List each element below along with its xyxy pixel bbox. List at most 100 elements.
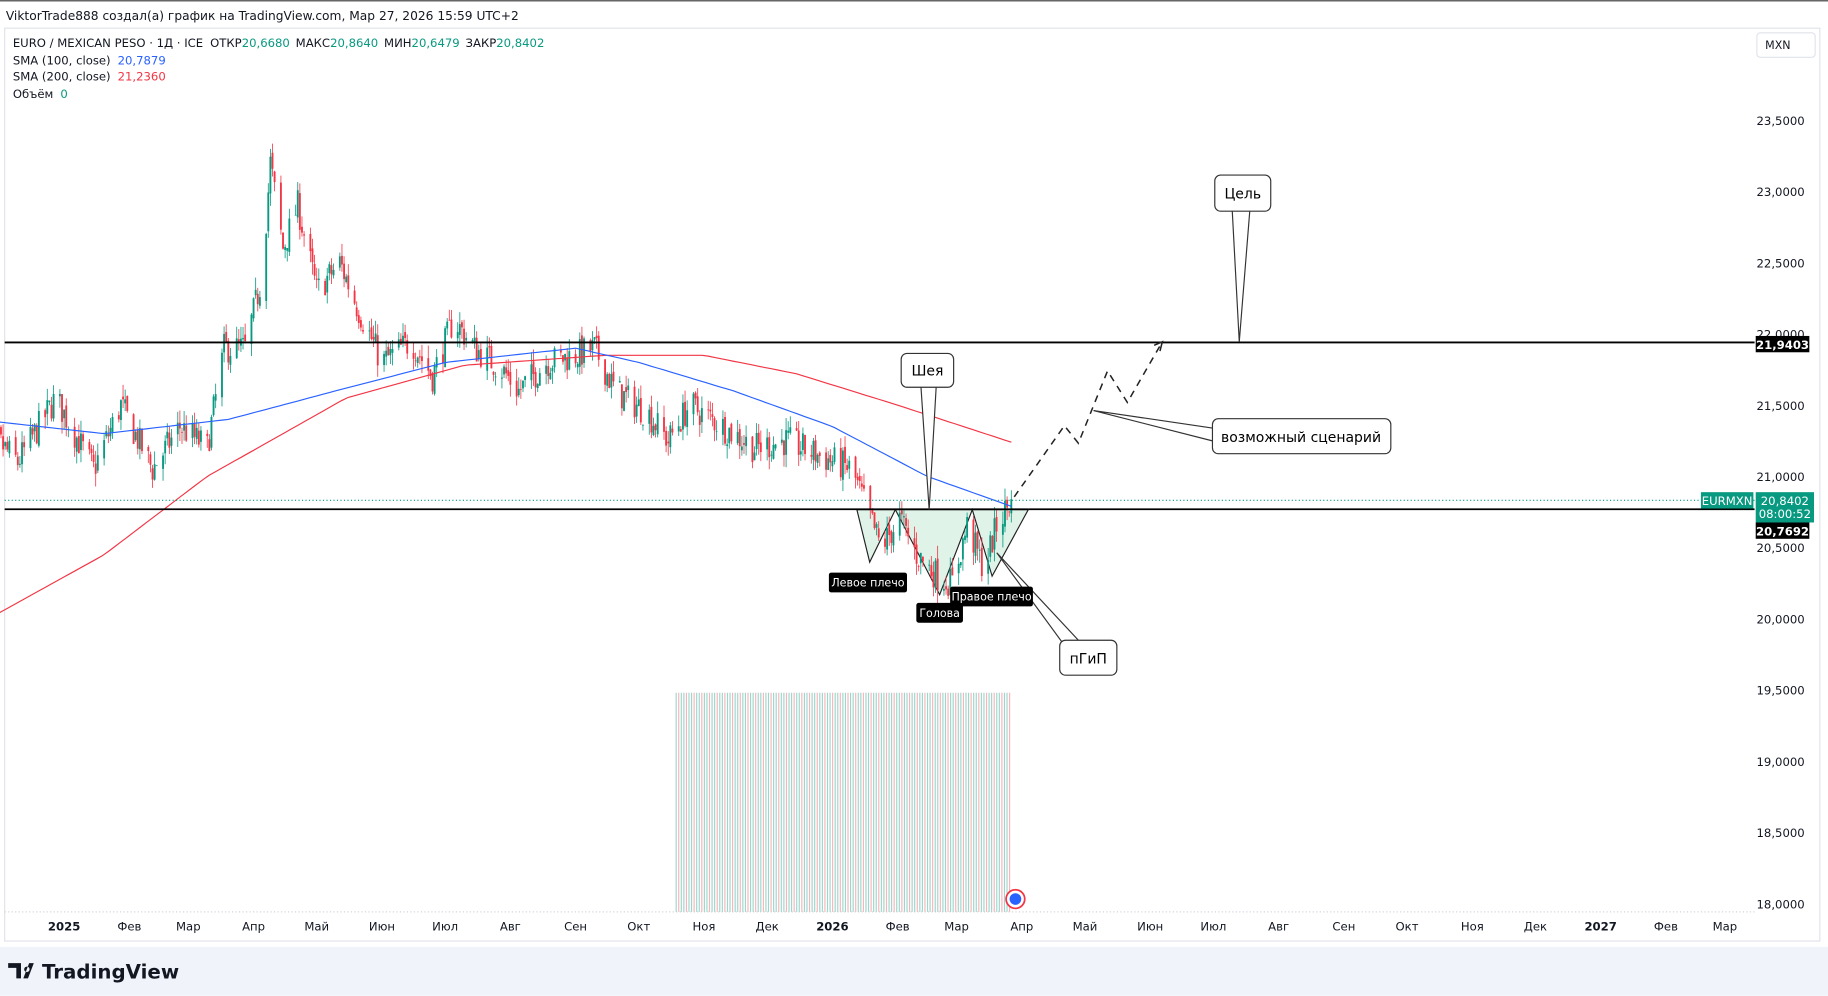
time-tick-label: Май [304, 920, 329, 934]
candle-body [654, 424, 657, 431]
candle-body [210, 416, 213, 448]
candle-body [530, 364, 533, 381]
candle-body [816, 454, 819, 463]
candle-body [795, 428, 798, 431]
candle-body [574, 354, 577, 364]
candle-body [818, 452, 821, 456]
sma100-value: 20,7879 [118, 53, 166, 67]
scenario-callout[interactable]: возможный сценарий [1093, 409, 1392, 455]
time-tick-label: Сен [564, 920, 587, 934]
candle-body [170, 437, 173, 446]
candle-body [65, 405, 68, 428]
candle-body [250, 314, 253, 345]
globe-icon[interactable] [1005, 888, 1026, 910]
candle-body [391, 349, 394, 353]
candle-body [33, 424, 36, 432]
candle-body [637, 399, 640, 407]
sma200-legend[interactable]: SMA (200, close) [13, 70, 111, 84]
candle-body [858, 475, 861, 481]
candle-body [568, 351, 571, 370]
volume-legend[interactable]: Объём [13, 87, 54, 101]
svg-text:EURO / MEXICAN PESO · 1Д · ICE: EURO / MEXICAN PESO · 1Д · ICE ОТКР20,668… [13, 36, 545, 50]
left-shoulder-tag[interactable]: Левое плечо [828, 572, 908, 593]
candle-body [124, 399, 127, 404]
candle-body [789, 427, 792, 433]
candle-body [677, 426, 680, 432]
candle-body [153, 464, 156, 480]
candle-body [547, 366, 550, 376]
candle-body [433, 365, 436, 394]
candle-body [82, 434, 84, 442]
currency-button[interactable]: MXN [1756, 32, 1816, 58]
candle-body [212, 396, 215, 416]
candle-body [964, 535, 966, 541]
candle-body [0, 427, 2, 435]
right-shoulder-tag[interactable]: Правое плечо [950, 586, 1033, 607]
candle-body [610, 373, 613, 388]
candle-body [783, 440, 785, 456]
candle-body [509, 371, 512, 385]
candle-body [46, 400, 49, 414]
sma200-line [0, 354, 1012, 614]
candle-body [37, 410, 40, 446]
time-axis[interactable]: 2025 Фев Мар Апр Май Июн Июл Авг Сен Окт Ноя Дек 202… [48, 920, 1737, 934]
price-axis[interactable]: 23,500023,000022,500022,000021,500021,00… [1757, 114, 1805, 911]
candle-body [669, 425, 672, 448]
candles [0, 143, 1013, 604]
pattern-callout[interactable]: пГиП [996, 552, 1118, 676]
head-tag[interactable]: Голова [916, 602, 963, 623]
candle-body [446, 321, 449, 329]
candle-body [494, 376, 497, 378]
candle-body [252, 298, 255, 319]
target-callout[interactable]: Цель [1214, 174, 1272, 342]
candle-body [353, 290, 356, 304]
candle-body [21, 442, 23, 465]
svg-text:SMA (100, close)20,7879: SMA (100, close) 20,7879 [13, 53, 166, 67]
candle-body [825, 452, 828, 470]
sma200-value: 21,2360 [118, 70, 166, 84]
candle-body [50, 404, 53, 419]
candle-body [745, 436, 748, 447]
candle-body [58, 393, 61, 397]
candle-body [810, 455, 813, 457]
scenario-path[interactable] [1013, 341, 1163, 498]
candle-body [332, 269, 335, 276]
candle-body [477, 350, 480, 359]
candle-body [751, 436, 754, 463]
candle-body [317, 278, 320, 281]
head-and-shoulders-pattern[interactable] [856, 507, 1030, 597]
price-tick-label: 18,5000 [1757, 826, 1805, 840]
candle-body [288, 218, 291, 252]
sma100-legend[interactable]: SMA (100, close) [13, 53, 111, 67]
candle-body [389, 348, 392, 356]
candle-body [370, 327, 373, 339]
candle-body [18, 463, 21, 465]
upper-level-label: 21,9403 [1756, 338, 1809, 352]
candle-body [52, 394, 55, 419]
candle-body [943, 588, 945, 591]
candle-body [1004, 501, 1006, 527]
head-label: Голова [919, 607, 960, 620]
candle-body [642, 424, 644, 426]
candle-body [301, 226, 303, 233]
candle-body [576, 363, 579, 368]
candle-body [31, 428, 34, 435]
candle-body [406, 340, 409, 354]
candle-body [376, 335, 379, 366]
target-label: Цель [1224, 186, 1261, 202]
volume-value: 0 [60, 87, 67, 101]
symbol-title[interactable]: EURO / MEXICAN PESO · 1Д · ICE [13, 36, 203, 50]
candle-body [787, 430, 790, 433]
candle-body [120, 400, 122, 421]
candle-body [427, 358, 430, 371]
candle-body [383, 353, 385, 365]
candle-body [928, 564, 931, 566]
neck-callout[interactable]: Шея [900, 352, 955, 510]
candle-body [827, 458, 830, 471]
candle-body [338, 256, 341, 268]
neck-label: Шея [911, 364, 943, 380]
arrow-head-icon [1153, 340, 1164, 352]
time-tick-label: Дек [1524, 920, 1547, 934]
candle-body [103, 440, 106, 459]
